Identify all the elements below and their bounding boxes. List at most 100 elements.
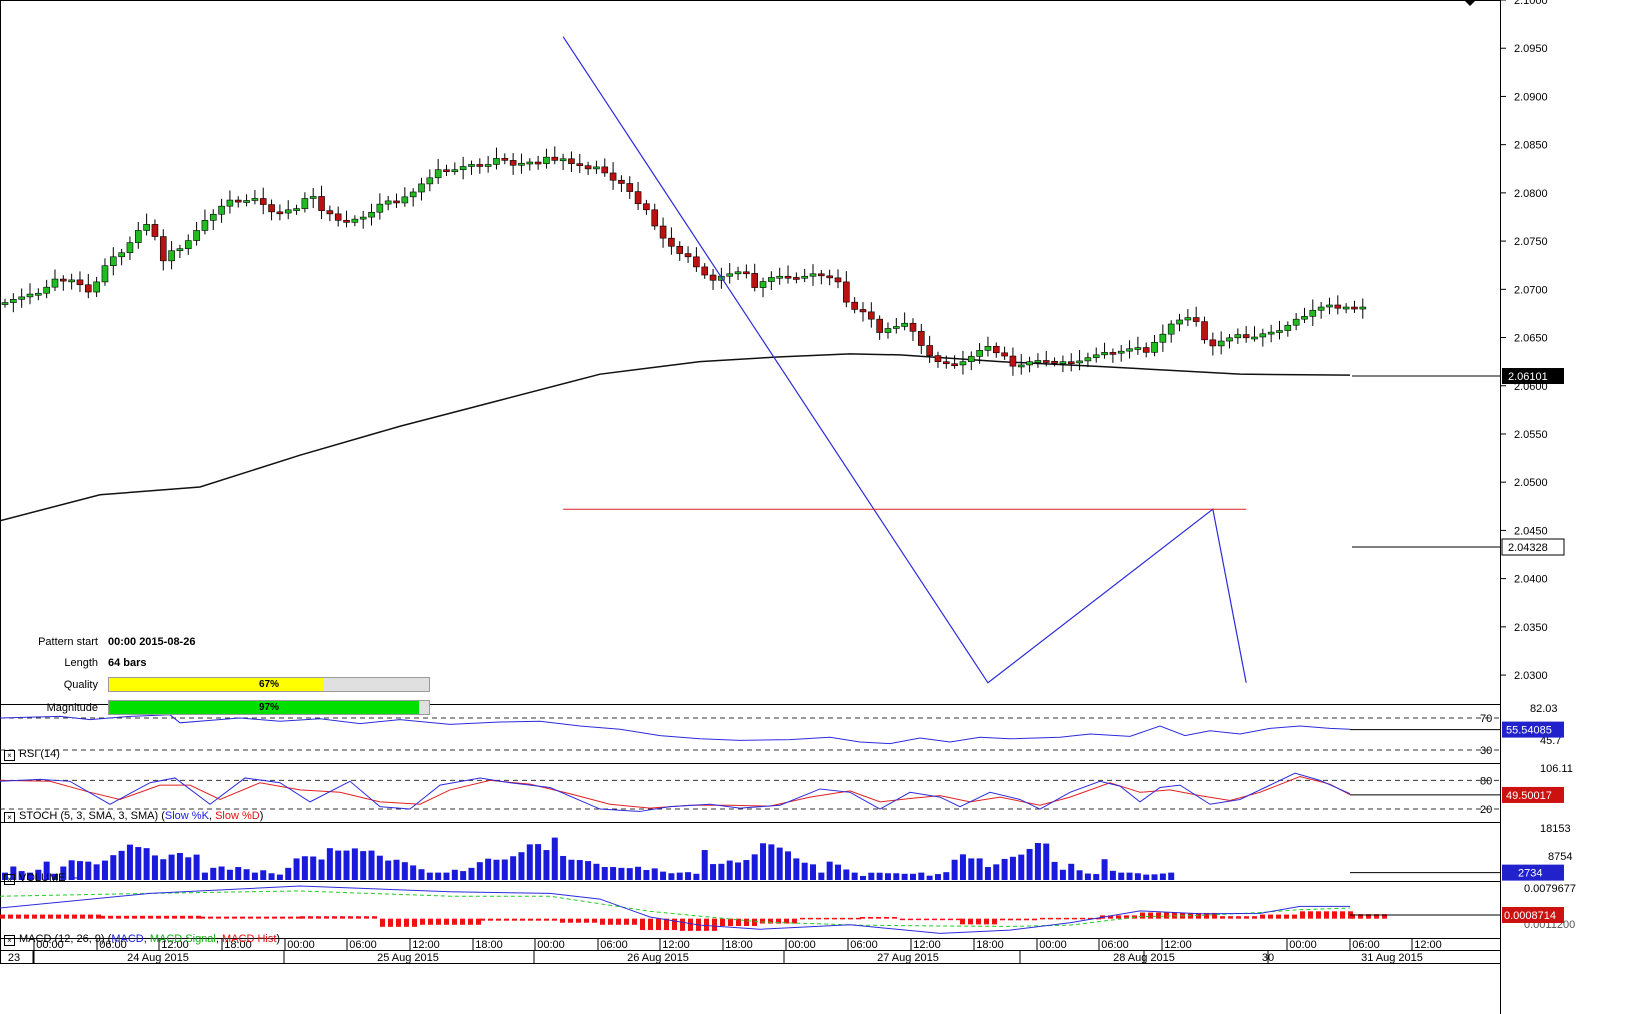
stoch-value-box [1502,786,1564,803]
bull-candle [593,166,600,170]
bear-candle [151,224,159,237]
pattern-start-label: Pattern start [38,636,98,648]
bear-candle [1009,355,1017,367]
volume-bar [1034,843,1041,880]
bear-candle [917,331,925,346]
macd-hist-bar [316,916,321,919]
rsi-level-label: 30 [1480,745,1492,757]
macd-hist-bar [1024,918,1029,921]
macd-hist-bar [728,918,733,926]
macd-hist-bar [404,918,409,927]
bull-candle [10,299,17,303]
bear-candle [85,284,92,293]
macd-hist-bar [1080,917,1085,920]
volume-bar [1068,863,1075,880]
volume-bar [35,869,42,880]
volume-bar [526,844,533,880]
macd-value: 0.0008714 [1504,910,1556,922]
volume-bar [718,863,725,880]
volume-bar [1051,861,1058,880]
bear-candle [601,166,609,174]
bear-candle [701,266,709,276]
volume-bar [210,867,217,880]
bear-candle [609,172,617,181]
x-time-label: 18:00 [224,939,252,951]
volume-bar [18,871,25,880]
volume-bar [585,861,592,880]
bear-candle [751,273,759,288]
macd-hist-bar [496,918,501,921]
macd-hist-bar [840,917,845,920]
bear-candle [568,158,575,164]
macd-hist-bar [1096,917,1101,920]
macd-hist-bar [156,915,161,919]
macd-hist-bar [720,918,725,926]
macd-hist-bar [460,918,465,925]
macd-hist-bar [1048,917,1053,920]
bull-candle [226,199,234,207]
volume-bar [859,875,866,880]
y-tick-label: 2.0700 [1514,284,1548,296]
macd-hist-bar [816,917,821,920]
volume-bar [651,868,658,880]
bull-candle [1309,309,1317,317]
macd-hist-bar [1124,915,1129,919]
collapse-box-icon[interactable]: × [4,935,15,946]
volume-bar [1043,843,1050,880]
volume-bar [1126,872,1133,880]
current-price-label: 2.04328 [1508,542,1548,554]
bull-candle [1326,304,1333,308]
volume-bar [851,872,858,880]
volume-bar [901,873,908,880]
bull-candle [35,292,42,296]
bear-candle [318,196,325,211]
macd-hist-bar [776,918,781,924]
macd-hist-bar [568,918,573,923]
bull-candle [109,256,117,267]
y-tick-label: 2.0350 [1514,622,1548,634]
macd-hist-bar [792,918,797,924]
macd-hist-bar [372,916,377,919]
volume-bar [451,869,458,880]
volume-bar [1109,870,1116,880]
macd-hist-bar [1000,918,1005,921]
volume-bar [285,867,292,880]
y-tick-label: 2.0850 [1514,140,1548,152]
bear-candle [709,274,717,281]
macd-hist-bar [444,918,449,925]
collapse-box-icon[interactable]: × [4,812,15,823]
macd-hist-bar [396,918,401,927]
volume-bar [218,866,225,880]
macd-hist-bar [1340,911,1345,919]
bear-candle [909,322,917,332]
bull-candle [459,166,467,171]
bear-candle [992,346,1000,354]
bull-candle [468,164,475,167]
bear-candle [876,318,883,333]
volume-bar [1026,848,1033,880]
collapse-box-icon[interactable]: × [4,750,15,761]
macd-legend: MACD [111,933,144,945]
macd-hist-bar [752,918,757,926]
bull-candle [734,271,742,275]
bull-candle [543,156,550,164]
bear-candle [826,275,833,279]
volume-bar [151,855,158,880]
bear-candle [926,345,933,356]
macd-hist-bar [300,916,305,919]
macd-hist-bar [1228,916,1233,919]
macd-hist-bar [208,916,213,919]
bull-candle [301,198,309,209]
stoch-level-label: 20 [1480,804,1492,816]
macd-line [0,885,1350,934]
volume-bar [351,848,358,880]
macd-hist-bar [1140,912,1145,919]
volume-bar [1093,874,1100,880]
collapse-box-icon[interactable]: × [4,874,15,885]
bear-candle [326,210,334,215]
macd-hist-bar [132,915,137,919]
y-tick-label: 2.0650 [1514,333,1548,345]
macd-hist-bar [1276,914,1281,919]
volume-bar [976,858,983,880]
volume-bar [993,864,1000,880]
